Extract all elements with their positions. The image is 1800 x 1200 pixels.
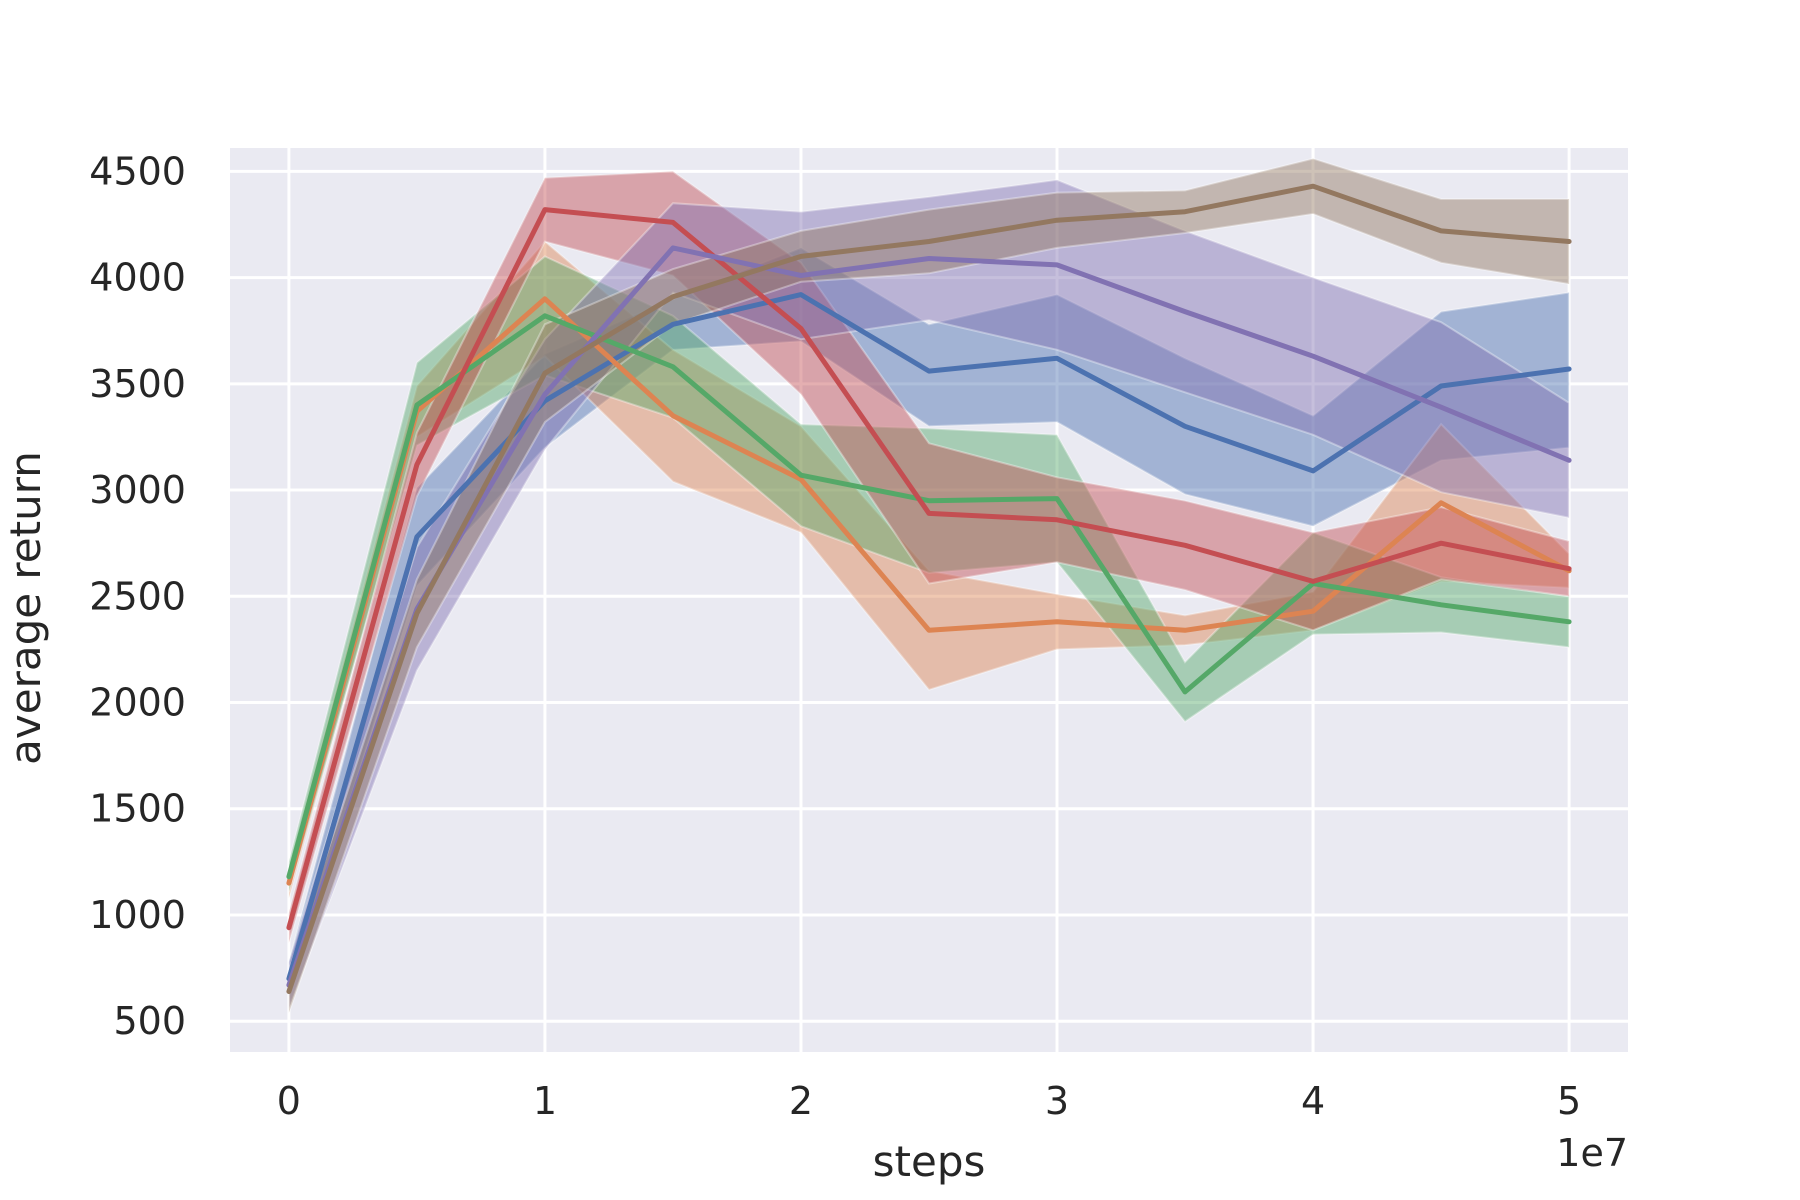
x-axis-offset-label: 1e7 [1556,1131,1628,1175]
plot-area [230,148,1628,1052]
x-tick-labels: 0 1 2 3 4 5 [277,1079,1581,1123]
series-band-2 [287,240,1571,899]
x-tick-label: 0 [277,1079,301,1123]
x-tick-label: 2 [789,1079,813,1123]
y-tick-label: 2000 [89,681,186,725]
y-tick-label: 3000 [89,468,186,512]
y-axis-label: average return [1,451,50,765]
series-line-3 [286,313,1572,880]
series-line-6 [286,183,1572,994]
x-tick-label: 3 [1045,1079,1069,1123]
series-line-1 [286,292,1572,982]
y-tick-labels: 500 1000 1500 2000 2500 3000 3500 4000 4500 [89,149,186,1043]
y-tick-label: 4000 [89,256,186,300]
x-tick-label: 1 [533,1079,557,1123]
y-tick-label: 2500 [89,574,186,618]
x-tick-label: 4 [1301,1079,1325,1123]
y-tick-label: 1500 [89,787,186,831]
confidence-bands [287,157,1571,1014]
y-tick-label: 4500 [89,149,186,193]
x-axis-label: steps [873,1137,986,1186]
series-band-3 [287,255,1571,892]
series-band-5 [287,178,1571,1009]
y-tick-label: 500 [113,999,186,1043]
x-tick-label: 5 [1557,1079,1581,1123]
series-line-5 [286,245,1572,988]
series-line-2 [286,296,1572,886]
series-band-4 [287,170,1571,943]
series-line-4 [286,207,1572,931]
series-lines [286,183,1572,994]
y-tick-label: 1000 [89,893,186,937]
series-band-6 [287,157,1571,1014]
y-tick-label: 3500 [89,362,186,406]
